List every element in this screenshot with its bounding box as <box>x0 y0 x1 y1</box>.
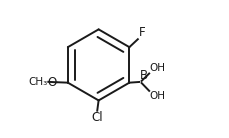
Text: CH₃: CH₃ <box>28 77 48 87</box>
Text: OH: OH <box>149 91 165 101</box>
Text: Cl: Cl <box>91 111 103 124</box>
Text: OH: OH <box>149 63 165 73</box>
Text: F: F <box>138 26 145 39</box>
Text: B: B <box>139 69 147 82</box>
Text: O: O <box>48 76 57 89</box>
